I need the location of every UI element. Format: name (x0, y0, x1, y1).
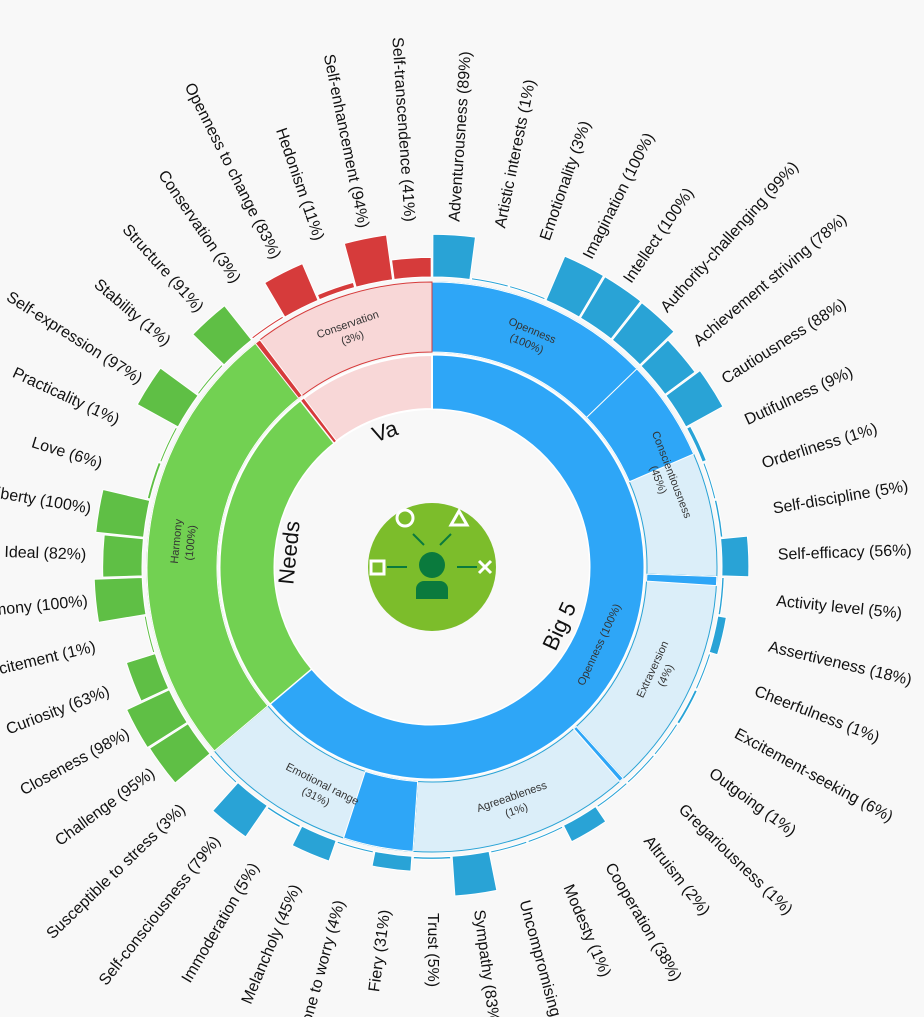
facet-bar-love-6 (146, 461, 162, 500)
facet-label-self-enhancement-94: Self-enhancement (94%) (320, 53, 372, 230)
facet-bar-harmony-100 (93, 576, 147, 623)
facet-bar-hedonism-11 (316, 281, 356, 301)
facet-bar-ideal-82 (102, 534, 144, 578)
facet-label-outgoing-1: Outgoing (1%) (706, 765, 799, 840)
facet-bar-openness-to-change-83 (263, 263, 319, 318)
facet-label-artistic-interests-1: Artistic interests (1%) (492, 78, 539, 230)
facet-bar-challenge-95 (148, 723, 211, 784)
facet-label-susceptible-to-stress-3: Susceptible to stress (3%) (44, 801, 189, 942)
facet-bar-self-transcendence-41 (390, 256, 432, 281)
facet-bar-assertiveness-18 (708, 615, 727, 656)
facet-bar-adventurousness-89 (432, 233, 477, 281)
facet-bar-self-expression-97 (136, 367, 199, 428)
facet-label-orderliness-1: Orderliness (1%) (760, 421, 880, 473)
trait-label-harmony: Harmony(100%) (169, 518, 200, 566)
facet-label-sympathy-83: Sympathy (83%) (470, 909, 503, 1017)
facet-label-modesty-1: Modesty (1%) (559, 882, 613, 980)
trait-extraversion-fill (646, 573, 718, 587)
facet-label-liberty-100: Liberty (100%) (0, 483, 92, 517)
facet-label-hedonism-11: Hedonism (11%) (272, 126, 327, 243)
facet-bar-self-discipline-5 (713, 499, 724, 538)
person-shapes-icon (368, 503, 496, 631)
facet-label-assertiveness-18: Assertiveness (18%) (767, 639, 914, 690)
facet-bar-intellect-100 (579, 275, 642, 340)
facet-label-harmony-100: Harmony (100%) (0, 593, 89, 622)
facet-label-ideal-82: Ideal (82%) (4, 544, 86, 564)
facet-label-trust-5: Trust (5%) (424, 913, 441, 987)
facet-bar-self-efficacy-56 (720, 535, 750, 578)
facet-bar-imagination-100 (545, 255, 605, 318)
category-va-fill (299, 397, 338, 444)
facet-bar-trust-5 (412, 855, 452, 860)
facet-label-curiosity-63: Curiosity (63%) (4, 683, 112, 738)
facet-label-cheerfulness-1: Cheerfulness (1%) (752, 683, 882, 747)
category-va-bg (299, 353, 433, 445)
facet-bar-gregariousness-1 (626, 754, 656, 784)
facet-bar-cheerfulness-1 (694, 653, 712, 690)
facet-bar-excitement-1 (143, 615, 156, 654)
facet-label-excitement-1: Excitement (1%) (0, 639, 97, 683)
facet-label-melancholy-45: Melancholy (45%) (239, 882, 305, 1007)
facet-bar-artistic-interests-1 (470, 277, 510, 288)
facet-bar-liberty-100 (95, 488, 151, 538)
facet-label-self-efficacy-56: Self-efficacy (56%) (778, 542, 912, 563)
facet-bar-prone-to-worry-4 (336, 840, 375, 854)
trait-ring: Openness(100%)Conscientiousness(45%)Extr… (146, 281, 718, 853)
category-big-5-fill (269, 354, 645, 780)
facet-bar-authority-challenging-99 (611, 301, 675, 366)
facet-bar-emotionality-3 (508, 284, 546, 301)
facet-bar-curiosity-63 (125, 653, 170, 702)
facet-bar-dutifulness-9 (686, 425, 708, 463)
facet-bar-activity-level-5 (717, 576, 725, 616)
facet-label-emotionality-3: Emotionality (3%) (537, 119, 594, 243)
trait-conservation-bg (254, 281, 433, 399)
trait-agreeableness-fill (572, 725, 624, 783)
facet-bar-practicality-1 (159, 426, 178, 463)
facet-label-prone-to-worry-4: Prone to worry (4%) (295, 898, 349, 1017)
facet-bar-sympathy-83 (451, 850, 498, 897)
facet-bar-closeness-98 (125, 689, 188, 749)
trait-conscientiousness-fill (585, 368, 695, 483)
facet-bar-achievement-striving-78 (640, 339, 696, 396)
facet-label-self-transcendence-41: Self-transcendence (41%) (388, 37, 417, 223)
facet-bar-orderliness-1 (702, 462, 717, 500)
facet-bar-self-enhancement-94 (343, 234, 394, 288)
facet-bar-excitement-seeking-6 (676, 689, 699, 725)
trait-emotional-range-fill (342, 770, 419, 852)
facet-bar-conservation-3 (250, 315, 285, 340)
facet-label-authority-challenging-99: Authority-challenging (99%) (658, 159, 802, 316)
facet-bar-cooperation-38 (562, 805, 607, 843)
facet-label-altruism-2: Altruism (2%) (640, 833, 713, 919)
facet-bar-uncompromising-1 (489, 840, 528, 854)
facet-bar-susceptible-to-stress-3 (208, 754, 238, 784)
trait-conservation-fill (254, 339, 303, 399)
facet-label-intellect-100: Intellect (100%) (621, 185, 698, 286)
facet-bar-altruism-2 (596, 781, 628, 808)
facet-label-dutifulness-9: Dutifulness (9%) (742, 364, 856, 429)
facet-bar-fiery-31 (371, 850, 413, 872)
category-label-needs: Needs (273, 520, 304, 586)
facet-label-activity-level-5: Activity level (5%) (775, 593, 902, 623)
facet-label-closeness-98: Closeness (98%) (18, 726, 133, 799)
facet-bar-immoderation-5 (266, 805, 302, 829)
facet-bar-melancholy-45 (291, 825, 337, 862)
facet-bar-structure-91 (192, 304, 253, 366)
facet-label-stability-1: Stability (1%) (90, 276, 173, 350)
facet-bar-modesty-1 (527, 825, 564, 844)
facet-label-practicality-1: Practicality (1%) (10, 365, 122, 429)
facet-label-uncompromising-1: Uncompromising (1%) (515, 898, 573, 1017)
facet-label-achievement-striving-78: Achievement striving (78%) (691, 211, 851, 350)
facet-label-fiery-31: Fiery (31%) (366, 909, 394, 993)
facet-bar-self-consciousness-79 (211, 781, 268, 838)
facet-bar-stability-1 (196, 363, 224, 396)
facet-label-love-6: Love (6%) (29, 434, 104, 472)
facet-label-adventurousness-89: Adventurousness (89%) (446, 51, 474, 223)
facet-bar-outgoing-1 (653, 723, 679, 756)
facet-bars (93, 233, 750, 897)
facet-label-self-discipline-5: Self-discipline (5%) (772, 478, 910, 518)
facet-bar-cautiousness-88 (665, 369, 724, 428)
